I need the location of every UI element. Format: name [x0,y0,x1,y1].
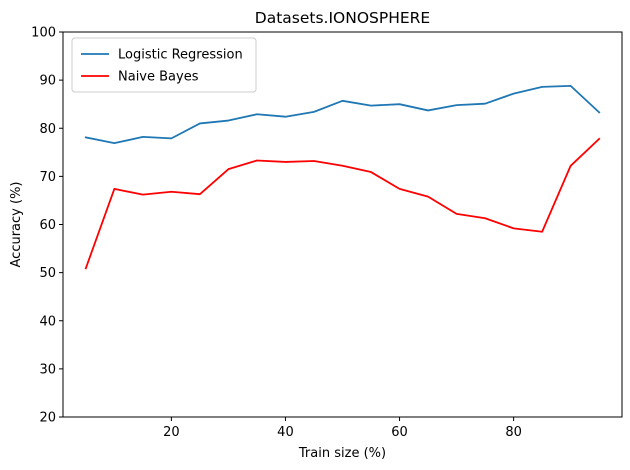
y-tick-label: 20 [39,411,56,426]
legend-entries: Logistic Regression Naive Bayes [81,48,243,85]
x-tick-label: 60 [391,425,408,440]
ticks-layer: 20 40 60 80 20 30 40 50 60 70 80 90 100 [31,26,522,441]
x-tick-label: 20 [163,425,180,440]
plot-frame [62,31,623,418]
y-tick-label: 60 [39,218,56,233]
y-axis-title: Accuracy (%) [9,182,24,268]
series-layer [84,85,601,270]
y-tick-label: 90 [39,74,56,89]
chart-title: Datasets.IONOSPHERE [255,9,430,27]
legend-label: Naive Bayes [118,70,199,85]
series-line-naive-bayes [84,137,601,270]
y-tick-label: 70 [39,170,56,185]
legend-box [71,37,257,93]
x-tick-label: 80 [505,425,522,440]
x-axis-title: Train size (%) [298,446,386,461]
legend-label: Logistic Regression [118,48,243,63]
series-line-logistic-regression [84,85,601,145]
y-tick-label: 80 [39,122,56,137]
x-tick-label: 40 [277,425,294,440]
y-tick-label: 40 [39,314,56,329]
y-tick-label: 30 [39,362,56,377]
y-tick-label: 100 [31,26,56,41]
y-tick-label: 50 [39,266,56,281]
legend: Logistic Regression Naive Bayes [71,37,257,93]
